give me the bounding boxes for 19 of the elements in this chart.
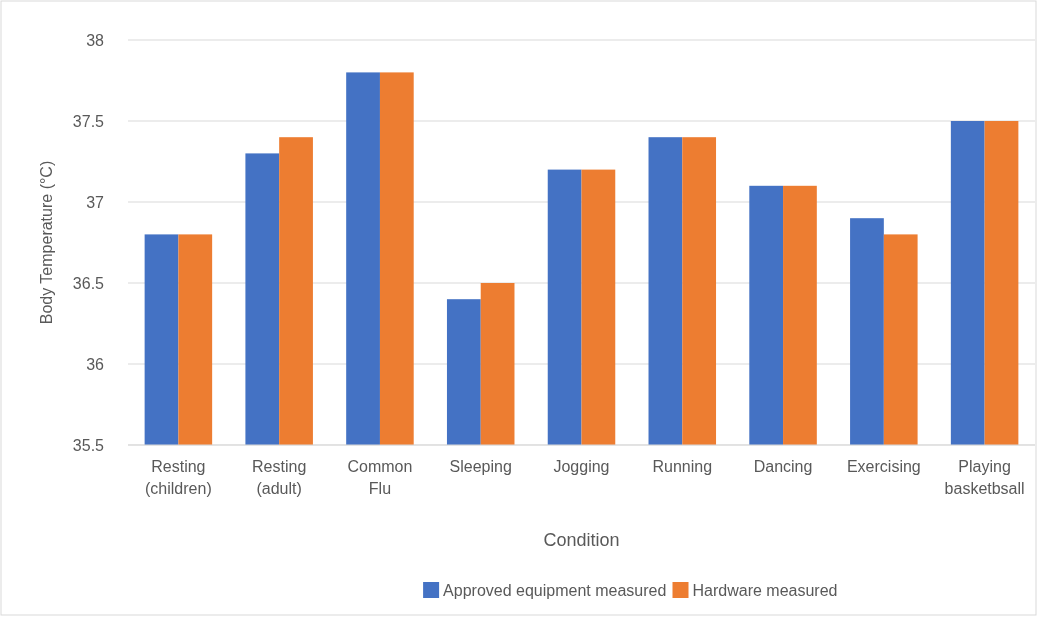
y-axis-title: Body Temperature (°C) bbox=[38, 160, 55, 325]
x-tick-label: Playing basketbsall bbox=[944, 458, 1025, 497]
y-tick-label: 36 bbox=[86, 355, 105, 373]
y-tick-label: 37 bbox=[86, 193, 105, 211]
y-tick-label: 38 bbox=[86, 31, 105, 49]
legend-label: Hardware measured bbox=[692, 581, 838, 599]
legend-label: Approved equipment measured bbox=[443, 581, 667, 599]
y-tick-label: 35.5 bbox=[72, 436, 105, 454]
x-tick-label: Common Flu bbox=[347, 458, 413, 497]
x-tick-label: Exercising bbox=[846, 458, 921, 475]
x-tick-label: Resting (children) bbox=[145, 458, 212, 497]
y-tick-label: 37.5 bbox=[72, 112, 105, 130]
x-tick-label: Running bbox=[652, 458, 713, 475]
x-tick-label: Dancing bbox=[753, 458, 813, 475]
x-tick-label: Resting (adult) bbox=[252, 458, 307, 497]
y-tick-label: 36.5 bbox=[72, 274, 105, 292]
x-tick-label: Sleeping bbox=[449, 458, 512, 475]
x-axis-title: Condition bbox=[543, 530, 620, 550]
x-tick-label: Jogging bbox=[553, 458, 610, 475]
